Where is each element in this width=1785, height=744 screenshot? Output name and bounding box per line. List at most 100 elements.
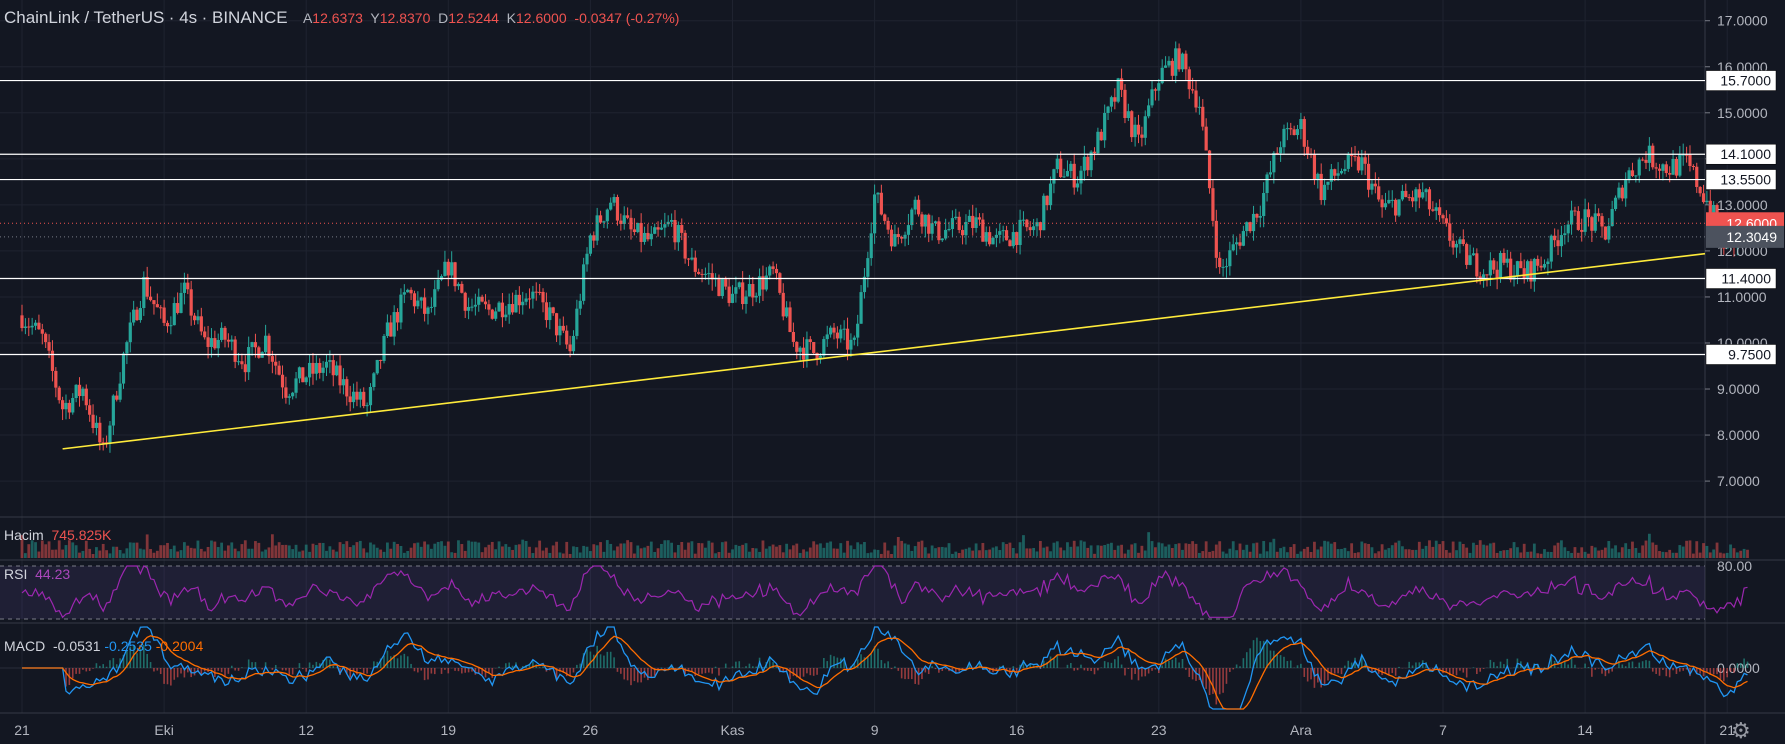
volume-bar [1516,547,1519,558]
candle-body [307,362,312,378]
candle [399,288,403,330]
macd-histogram-bar [1726,668,1728,678]
volume-bar [1695,541,1699,558]
candle [1485,274,1489,287]
trendline[interactable] [62,252,1706,450]
macd-histogram-bar [109,660,111,668]
candle-body [988,232,992,245]
volume-bar [687,542,690,558]
volume-bar [886,550,890,558]
candle-body [409,289,413,294]
macd-histogram-bar [1445,668,1448,672]
level-price-tag[interactable]: 15.7000 [1705,70,1777,91]
macd-histogram-bar [1384,668,1387,674]
macd-line [22,626,1748,710]
level-price-tag[interactable]: 13.5500 [1705,169,1777,190]
candle-body [663,224,667,228]
candle [372,371,376,391]
symbol-name[interactable]: ChainLink / TetherUS [4,8,165,27]
macd-histogram-bar [579,663,582,668]
volume-bar [429,548,433,558]
candle [558,318,562,346]
candle-body [1701,193,1706,203]
volume-bar [1421,548,1425,558]
interval-label[interactable]: 4s [179,8,198,27]
macd-histogram-bar [389,656,392,668]
candle [791,322,795,347]
candle-body [439,276,444,280]
candle-body [1542,264,1547,268]
macd-histogram-bar [143,644,145,668]
candle [1492,258,1496,274]
volume-bar [802,549,805,558]
candle [426,306,430,325]
volume-bar [1110,542,1113,558]
volume-bar [1187,543,1191,558]
macd-histogram-bar [335,667,338,668]
volume-bar [1055,541,1059,558]
level-price-tag[interactable]: 14.1000 [1705,143,1777,165]
candle-body [1586,209,1591,218]
candle-body [480,296,484,302]
candle [1245,221,1249,237]
volume-bar [1438,544,1442,558]
candle-body [524,298,528,302]
candle-body [1059,158,1063,178]
macd-histogram-bar [650,668,653,679]
volume-bar [1072,540,1076,558]
macd-histogram-bar [346,668,348,674]
level-price-tag[interactable]: 11.4000 [1705,268,1777,289]
macd-histogram-bar [1492,662,1495,668]
volume-bar [859,544,863,558]
volume-bar [196,540,200,558]
candle [1701,184,1706,204]
level-price-tag[interactable]: 9.7500 [1705,344,1777,365]
candle-body [1082,156,1086,171]
volume-bar [1184,543,1188,558]
macd-histogram-bar [1283,656,1285,668]
candle [220,322,224,343]
macd-histogram-bar [440,668,443,674]
volume-bar [1045,546,1049,558]
volume-bar [440,541,443,558]
volume-bar [74,545,78,558]
gear-icon[interactable]: ⚙ [1731,718,1751,743]
volume-bar [169,549,173,558]
macd-histogram-bar [325,657,328,668]
macd-histogram-bar [305,668,307,672]
price-tick-label: 15.0000 [1717,105,1768,121]
candle [40,323,44,345]
candle [568,335,572,358]
macd-histogram-bar [1648,660,1651,668]
volume-bar [1658,551,1661,558]
candle-body [1035,222,1039,227]
macd-histogram-bar [755,666,757,668]
volume-bar [369,542,372,558]
volume-bar [1116,545,1120,558]
volume-bar [321,542,325,558]
volume-bar [609,543,613,558]
macd-histogram-bar [193,668,196,676]
macd-histogram-bar [1090,668,1092,672]
candle-body [974,217,978,229]
macd-histogram-bar [386,650,389,668]
macd-histogram-bar [1229,668,1231,672]
candle [703,267,708,280]
candle [575,299,579,340]
candle-body [1113,97,1117,102]
candle-body [737,282,741,288]
volume-bar [1691,553,1695,558]
volume-bar [656,548,660,558]
volume-bar [903,543,907,558]
macd-histogram-bar [1476,668,1478,675]
candle [822,336,826,359]
macd-histogram-bar [1723,668,1725,682]
candle-body [98,422,102,443]
candle [1133,117,1137,147]
macd-histogram-bar [1503,664,1505,668]
candle-body [412,293,417,307]
macd-histogram-bar [1482,668,1485,669]
time-tick-label: 9 [871,722,879,738]
macd-histogram-bar [1716,668,1718,675]
